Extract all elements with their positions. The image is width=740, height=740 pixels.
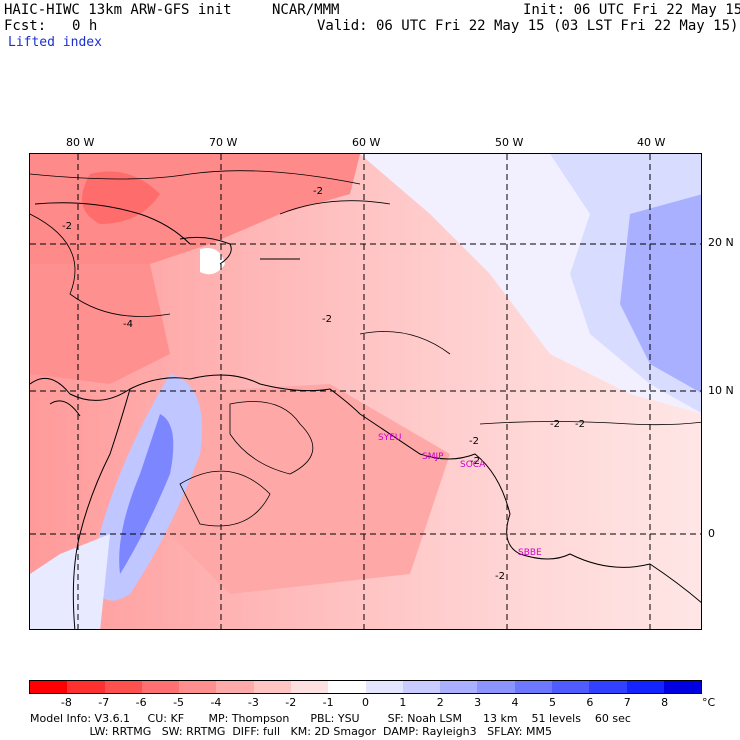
forecast-hour: 0 h bbox=[72, 18, 98, 34]
lat-label: 10 N bbox=[708, 384, 734, 397]
station-label: SMJP bbox=[422, 452, 444, 462]
lon-label: 70 W bbox=[209, 136, 238, 149]
colorbar-tick-label: 2 bbox=[436, 696, 444, 709]
lon-label: 40 W bbox=[637, 136, 666, 149]
contour-label: -2 bbox=[470, 456, 480, 467]
station-label: SBBE bbox=[518, 548, 542, 558]
amazon-area bbox=[150, 384, 450, 594]
lon-label: 80 W bbox=[66, 136, 95, 149]
central-america-area bbox=[30, 264, 170, 384]
colorbar-tick-label: 4 bbox=[511, 696, 519, 709]
colorbar-tick-label: -7 bbox=[98, 696, 110, 709]
colorbar-swatch bbox=[141, 681, 180, 693]
forecast-label: Fcst: bbox=[4, 18, 47, 34]
contour-label: -2 bbox=[575, 419, 585, 430]
colorbar-tick-label: 7 bbox=[623, 696, 631, 709]
init-time: Init: 06 UTC Fri 22 May 15 bbox=[523, 2, 740, 18]
colorbar-swatch bbox=[290, 681, 329, 693]
colorbar-tick-label: -4 bbox=[210, 696, 222, 709]
contour-label: -2 bbox=[313, 186, 323, 197]
contour-label: -4 bbox=[123, 319, 133, 330]
contour-label: -2 bbox=[322, 314, 332, 325]
hispaniola-stable bbox=[200, 248, 225, 275]
colorbar-swatch bbox=[253, 681, 291, 693]
colorbar-tick-label: -5 bbox=[173, 696, 185, 709]
colorbar-swatch bbox=[67, 681, 105, 693]
colorbar-tick-label: 3 bbox=[474, 696, 482, 709]
colorbar-swatch bbox=[663, 681, 702, 693]
lifted-index-map: -2 -2 -4 -2 -2 -2 -2 -2 -2 SYEU SMJP SOC… bbox=[29, 153, 702, 630]
colorbar-swatch bbox=[365, 681, 403, 693]
strong-unstable-area bbox=[82, 171, 160, 224]
colorbar-swatch bbox=[216, 681, 254, 693]
colorbar-tick-label: 0 bbox=[362, 696, 369, 709]
colorbar bbox=[29, 680, 702, 694]
valid-time: Valid: 06 UTC Fri 22 May 15 (03 LST Fri … bbox=[317, 18, 739, 34]
graticule bbox=[30, 154, 701, 629]
colorbar-tick-label: 1 bbox=[399, 696, 407, 709]
coastlines bbox=[30, 202, 701, 629]
model-info-line1: Model Info: V3.6.1 CU: KF MP: Thompson P… bbox=[30, 712, 631, 725]
lon-label: 50 W bbox=[495, 136, 524, 149]
colorbar-tick-label: -6 bbox=[135, 696, 147, 709]
colorbar-swatch bbox=[440, 681, 478, 693]
colorbar-swatch bbox=[104, 681, 142, 693]
contour-label: -2 bbox=[62, 221, 72, 232]
model-info-line2: LW: RRTMG SW: RRTMG DIFF: full KM: 2D Sm… bbox=[30, 725, 552, 738]
station-label: SOCA bbox=[460, 460, 486, 470]
colorbar-swatch bbox=[30, 681, 68, 693]
station-label: SYEU bbox=[378, 433, 402, 443]
colorbar-swatch bbox=[402, 681, 441, 693]
org-label: NCAR/MMM bbox=[272, 2, 340, 18]
colorbar-swatch bbox=[179, 681, 217, 693]
contour-label: -2 bbox=[469, 436, 479, 447]
lat-label: 0 bbox=[708, 527, 715, 540]
colorbar-tick-label: 6 bbox=[586, 696, 594, 709]
colorbar-tick-label: -2 bbox=[285, 696, 297, 709]
colorbar-tick-label: 5 bbox=[548, 696, 556, 709]
colorbar-swatch bbox=[328, 681, 366, 693]
lon-label: 60 W bbox=[352, 136, 381, 149]
colorbar-tick-label: -8 bbox=[60, 696, 72, 709]
contours bbox=[30, 170, 701, 527]
colorbar-tick-label: -3 bbox=[247, 696, 259, 709]
contour-label: -2 bbox=[550, 419, 560, 430]
colorbar-unit: °C bbox=[702, 696, 716, 709]
field-name: Lifted index bbox=[8, 35, 102, 50]
colorbar-swatch bbox=[589, 681, 627, 693]
colorbar-swatch bbox=[514, 681, 552, 693]
model-title: HAIC-HIWC 13km ARW-GFS init bbox=[4, 2, 232, 18]
colorbar-swatch bbox=[551, 681, 590, 693]
pacific-stable-area bbox=[30, 534, 110, 629]
colorbar-swatch bbox=[626, 681, 664, 693]
colorbar-swatch bbox=[477, 681, 515, 693]
colorbar-tick-label: 8 bbox=[661, 696, 669, 709]
colorbar-tick-label: -1 bbox=[322, 696, 334, 709]
contour-label: -2 bbox=[495, 571, 505, 582]
lat-label: 20 N bbox=[708, 236, 734, 249]
map-canvas: -2 -2 -4 -2 -2 -2 -2 -2 -2 bbox=[30, 154, 701, 629]
